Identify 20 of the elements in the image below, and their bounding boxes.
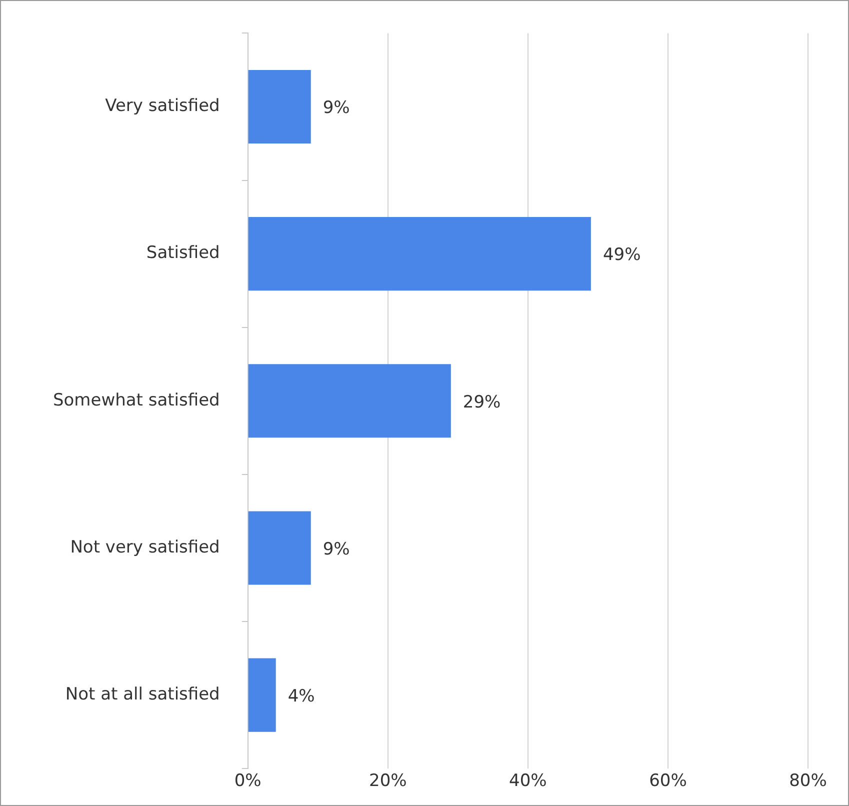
bar xyxy=(248,70,311,144)
bar xyxy=(248,364,451,438)
data-label: 9% xyxy=(322,539,350,560)
bar xyxy=(248,511,311,585)
y-tick-label: Very satisfied xyxy=(105,96,220,116)
x-tick-label: 20% xyxy=(368,771,407,792)
data-label: 29% xyxy=(462,392,501,412)
y-tick-label: Satisfied xyxy=(146,243,220,264)
x-tick-label: 60% xyxy=(649,771,687,792)
y-tick-label: Not very satisfied xyxy=(70,537,220,558)
x-tick-label: 40% xyxy=(509,771,547,792)
bar xyxy=(248,217,591,291)
data-label: 49% xyxy=(602,245,641,266)
y-tick-label: Somewhat satisfied xyxy=(52,390,220,410)
x-tick-label: 80% xyxy=(789,771,827,792)
data-label: 9% xyxy=(322,98,350,118)
x-tick-label: 0% xyxy=(234,771,262,792)
y-tick-label: Not at all satisfied xyxy=(65,684,220,704)
bar xyxy=(248,658,276,732)
data-label: 4% xyxy=(288,686,315,706)
